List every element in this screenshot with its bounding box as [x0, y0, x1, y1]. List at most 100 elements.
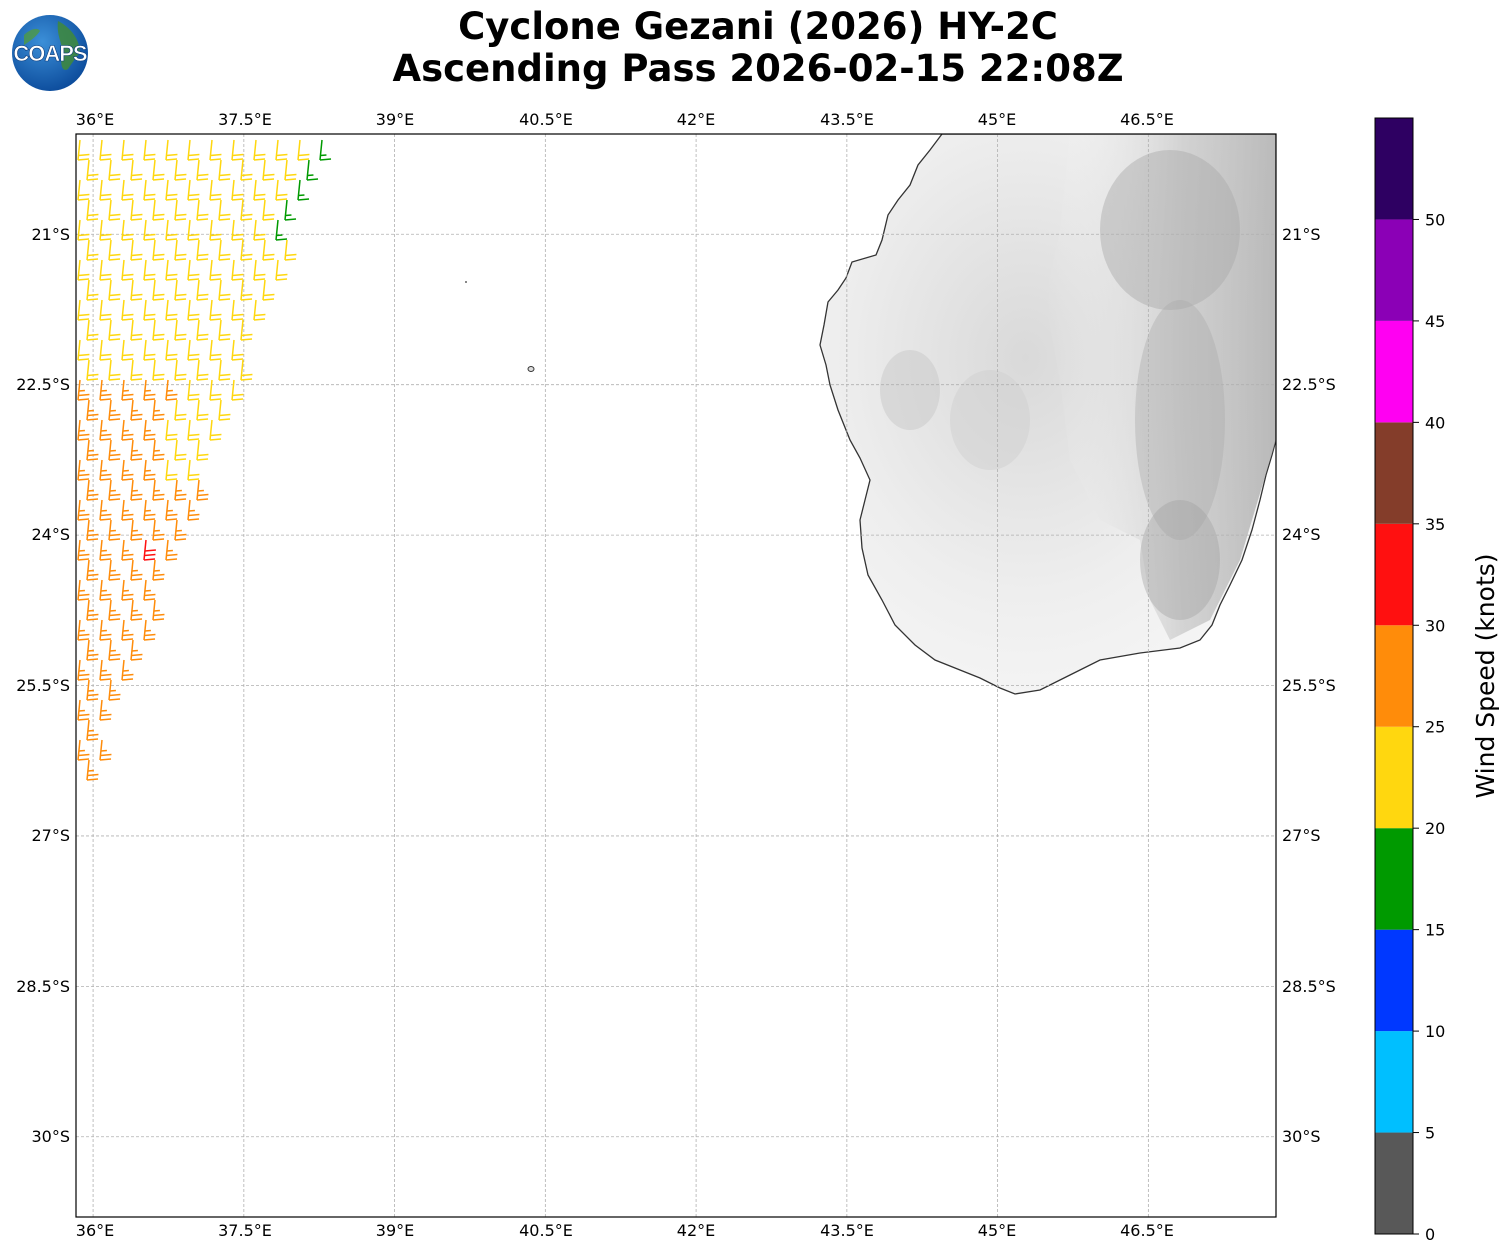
colorbar-tick-label: 10	[1425, 1022, 1445, 1041]
wind-barb	[77, 459, 90, 481]
colorbar-bin	[1375, 1132, 1413, 1234]
wind-barb	[86, 559, 99, 581]
wind-barb	[174, 519, 187, 541]
wind-barb	[143, 139, 156, 161]
wind-barb	[108, 399, 121, 421]
lon-tick-top: 42°E	[677, 110, 715, 129]
lat-tick-right: 28.5°S	[1282, 977, 1336, 996]
wind-barb	[108, 439, 121, 461]
wind-barb	[187, 459, 200, 481]
wind-barb	[77, 299, 90, 321]
wind-barb	[209, 179, 222, 201]
wind-barb	[165, 459, 178, 481]
wind-barb	[209, 219, 222, 241]
colorbar-ticks: 0 5 10 15 20 25 30 35 40 45 50	[1413, 210, 1445, 1244]
wind-barb	[209, 299, 222, 321]
colorbar-tick-label: 15	[1425, 921, 1445, 940]
wind-barb	[174, 199, 187, 221]
colorbar-bin	[1375, 320, 1413, 423]
wind-barb	[86, 199, 99, 221]
wind-barb	[187, 299, 200, 321]
wind-barb	[196, 439, 209, 461]
wind-barb	[99, 379, 112, 401]
wind-barb	[121, 259, 134, 281]
relief-patch	[880, 350, 940, 430]
wind-barb	[209, 339, 222, 361]
wind-barb	[86, 359, 99, 381]
colorbar-tick-label: 45	[1425, 312, 1445, 331]
colorbar-bin	[1375, 523, 1413, 626]
wind-barb	[218, 199, 231, 221]
lat-tick-left: 24°S	[31, 525, 70, 544]
wind-barb	[218, 319, 231, 341]
lon-tick-bottom: 36°E	[76, 1221, 114, 1240]
lat-tick-left: 21°S	[31, 225, 70, 244]
logo-text: COAPS	[13, 41, 87, 66]
wind-barb	[231, 179, 244, 201]
colorbar-tick-label: 20	[1425, 819, 1445, 838]
wind-barb	[143, 339, 156, 361]
lon-tick-top: 43.5°E	[820, 110, 874, 129]
wind-barb	[121, 459, 134, 481]
wind-barb	[165, 499, 178, 521]
wind-barb	[152, 279, 165, 301]
island-europa	[527, 366, 535, 372]
lon-tick-top: 39°E	[376, 110, 414, 129]
wind-barb	[174, 359, 187, 381]
wind-barb	[121, 299, 134, 321]
wind-barb	[165, 139, 178, 161]
wind-barb	[297, 179, 310, 201]
wind-barb	[108, 359, 121, 381]
wind-barb	[209, 259, 222, 281]
land-madagascar	[465, 134, 1276, 695]
wind-barb	[143, 619, 156, 641]
gridlines	[76, 134, 1276, 1217]
wind-barb	[108, 319, 121, 341]
wind-barb	[196, 399, 209, 421]
wind-barb	[130, 279, 143, 301]
wind-barb	[165, 379, 178, 401]
wind-barb	[174, 399, 187, 421]
wind-barb	[86, 239, 99, 261]
wind-barb	[130, 479, 143, 501]
relief-patch	[1135, 300, 1225, 540]
wind-barb	[77, 259, 90, 281]
wind-barb	[196, 319, 209, 341]
wind-barb	[121, 659, 134, 681]
lon-tick-bottom: 40.5°E	[519, 1221, 573, 1240]
wind-barb	[297, 139, 310, 161]
wind-barb	[121, 619, 134, 641]
wind-barb	[253, 139, 266, 161]
wind-barb	[143, 179, 156, 201]
wind-barb	[130, 639, 143, 661]
wind-barb	[108, 479, 121, 501]
wind-barb	[77, 139, 90, 161]
wind-barb	[196, 479, 209, 501]
wind-barb	[253, 219, 266, 241]
wind-barb	[165, 339, 178, 361]
lon-tick-bottom: 42°E	[677, 1221, 715, 1240]
wind-barb	[165, 219, 178, 241]
wind-barb	[152, 599, 165, 621]
wind-barb	[77, 379, 90, 401]
wind-barb	[231, 139, 244, 161]
coaps-logo: COAPS	[12, 15, 88, 91]
wind-barb	[99, 419, 112, 441]
wind-barb	[284, 159, 297, 181]
lon-tick-top: 45°E	[978, 110, 1016, 129]
wind-barb	[152, 439, 165, 461]
wind-barb	[196, 159, 209, 181]
lon-tick-bottom: 43.5°E	[820, 1221, 874, 1240]
wind-barb	[152, 239, 165, 261]
wind-barb	[130, 159, 143, 181]
lon-tick-top: 46.5°E	[1120, 110, 1174, 129]
wind-barb	[121, 139, 134, 161]
wind-barb	[231, 379, 244, 401]
colorbar-label: Wind Speed (knots)	[1471, 553, 1500, 798]
wind-barb	[284, 199, 297, 221]
wind-barb	[86, 319, 99, 341]
wind-barb	[152, 399, 165, 421]
wind-barb	[143, 379, 156, 401]
wind-barb	[108, 199, 121, 221]
